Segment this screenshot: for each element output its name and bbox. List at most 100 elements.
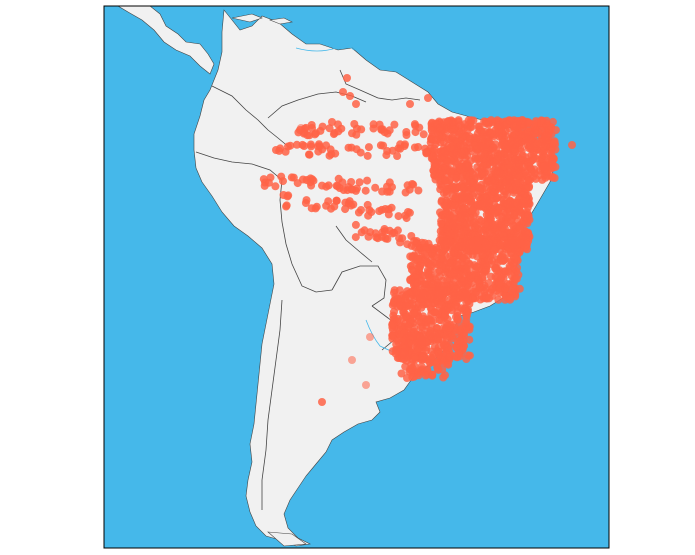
occurrence-marker [404,322,413,331]
occurrence-marker [416,294,425,303]
occurrence-marker [412,287,421,296]
occurrence-marker [324,181,333,190]
occurrence-marker [491,264,500,273]
occurrence-marker [303,131,312,140]
occurrence-marker [449,125,458,134]
occurrence-marker [530,169,539,178]
occurrence-marker [421,337,430,346]
occurrence-marker [458,205,467,214]
occurrence-marker [505,262,514,271]
occurrence-marker [443,275,452,284]
occurrence-marker [408,332,417,341]
occurrence-marker [524,127,533,136]
occurrence-marker [459,276,468,285]
occurrence-marker [371,183,380,192]
occurrence-marker [478,273,487,282]
occurrence-marker [506,295,515,304]
occurrence-marker [415,123,424,132]
border-line [331,265,387,307]
occurrence-marker [412,278,421,287]
border-line [335,225,373,263]
occurrence-marker [375,120,384,129]
tierra-del-fuego [267,531,307,547]
occurrence-marker [402,313,411,322]
occurrence-marker [343,74,351,82]
occurrence-marker [443,326,452,335]
occurrence-marker [408,299,417,308]
occurrence-marker [388,334,397,343]
occurrence-marker [433,307,442,316]
occurrence-marker [414,317,423,326]
occurrence-marker [524,118,533,127]
occurrence-marker [463,125,472,134]
occurrence-marker [513,211,522,220]
occurrence-marker [440,245,449,254]
occurrence-marker [472,263,481,272]
occurrence-marker [277,172,286,181]
occurrence-marker [459,227,468,236]
occurrence-marker [424,331,433,340]
occurrence-marker [352,130,361,139]
occurrence-marker [430,299,439,308]
occurrence-marker [497,224,506,232]
occurrence-marker [420,239,429,248]
occurrence-marker [489,143,498,152]
occurrence-marker [513,138,522,147]
occurrence-marker [364,143,373,152]
occurrence-marker [515,239,524,248]
occurrence-marker [495,182,504,191]
occurrence-marker [484,279,493,288]
occurrence-marker [511,156,520,164]
occurrence-marker [462,289,471,298]
occurrence-marker [393,152,402,160]
occurrence-marker [486,229,495,238]
occurrence-marker [402,302,411,310]
occurrence-marker [348,356,356,364]
occurrence-marker [508,221,517,230]
occurrence-marker [297,124,305,132]
occurrence-marker [443,344,452,352]
occurrence-marker [355,178,364,187]
occurrence-marker [506,197,515,206]
occurrence-marker [494,169,503,178]
occurrence-marker [318,398,326,406]
occurrence-marker [385,178,394,187]
occurrence-marker [547,150,556,159]
occurrence-marker [361,186,370,195]
occurrence-marker [450,268,459,277]
occurrence-marker [517,130,526,139]
occurrence-marker [533,139,542,148]
occurrence-marker [261,178,269,187]
occurrence-marker [407,360,416,369]
occurrence-marker [329,130,338,139]
occurrence-marker [514,117,523,125]
occurrence-marker [405,185,414,194]
occurrence-marker [487,116,496,125]
occurrence-marker [460,183,469,192]
occurrence-marker [434,244,443,253]
occurrence-marker [428,279,437,288]
occurrence-marker [488,256,497,265]
occurrence-marker [402,128,411,136]
occurrence-marker [378,187,387,196]
occurrence-marker [442,350,451,359]
occurrence-marker [511,254,520,263]
occurrence-marker [302,196,311,205]
occurrence-marker [441,202,450,211]
occurrence-marker [436,127,445,136]
occurrence-marker [524,176,532,185]
occurrence-marker [481,239,490,248]
occurrence-marker [449,117,458,126]
occurrence-marker [433,364,442,373]
occurrence-marker [551,126,560,135]
occurrence-marker [419,130,428,139]
occurrence-marker [504,161,513,170]
occurrence-marker [480,199,489,207]
occurrence-marker [439,358,448,367]
occurrence-marker [305,150,314,159]
occurrence-marker [548,160,557,169]
occurrence-marker [524,228,533,237]
occurrence-marker [377,232,386,241]
occurrence-marker [414,344,423,353]
occurrence-marker [501,254,509,263]
